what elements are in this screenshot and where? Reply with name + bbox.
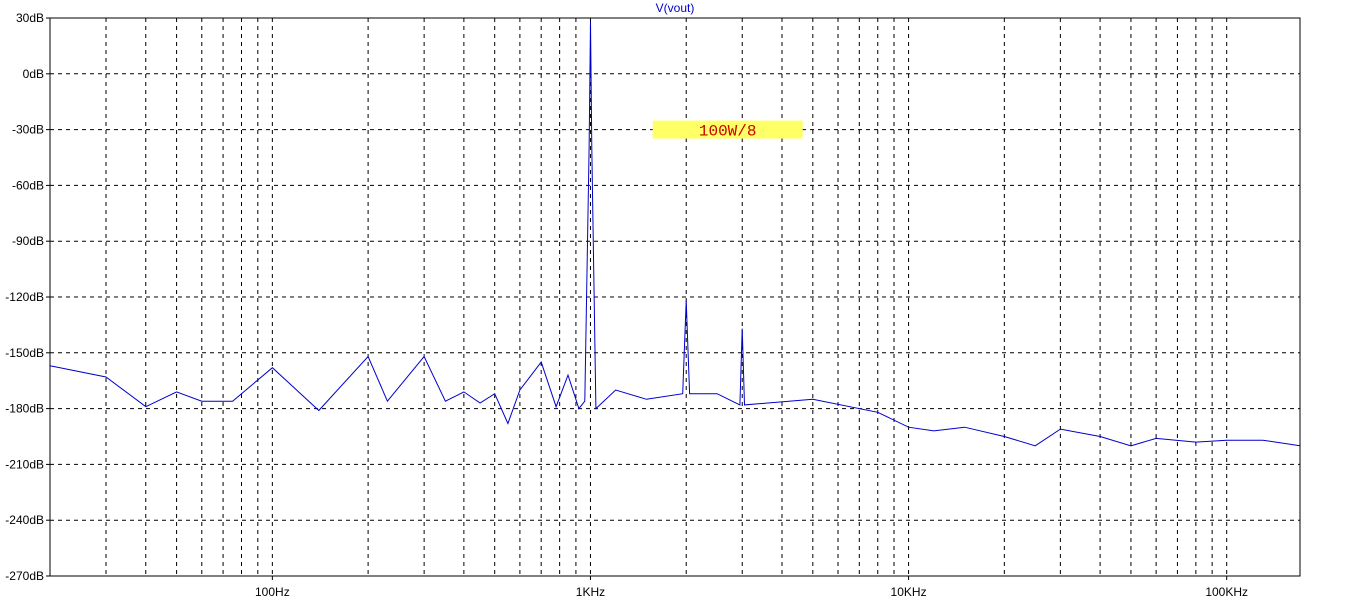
x-tick-label: 100Hz bbox=[255, 585, 290, 599]
y-tick-label: -240dB bbox=[5, 513, 44, 527]
annotation-label: 100W/8 bbox=[699, 123, 757, 141]
y-tick-label: -90dB bbox=[12, 234, 44, 248]
y-tick-label: -120dB bbox=[5, 290, 44, 304]
y-tick-label: -60dB bbox=[12, 178, 44, 192]
series-group bbox=[49, 21, 1301, 447]
x-tick-label: 10KHz bbox=[891, 585, 927, 599]
y-tick-label: 0dB bbox=[23, 67, 44, 81]
y-tick-label: -210dB bbox=[5, 457, 44, 471]
chart-title: V(vout) bbox=[656, 1, 695, 15]
series-line bbox=[49, 21, 1301, 447]
y-tick-label: -30dB bbox=[12, 123, 44, 137]
y-tick-label: 30dB bbox=[16, 11, 44, 25]
x-tick-label: 100KHz bbox=[1205, 585, 1248, 599]
y-tick-label: -270dB bbox=[5, 569, 44, 583]
annotation-box bbox=[652, 120, 803, 139]
x-tick-label: 1KHz bbox=[576, 585, 605, 599]
annotation-group: 100W/8 bbox=[652, 120, 803, 141]
x-axis-ticks: 100Hz 1KHz 10KHz 100KHz bbox=[255, 576, 1248, 599]
y-tick-label: -180dB bbox=[5, 402, 44, 416]
y-axis-ticks: 30dB 0dB -30dB -60dB -90dB -120dB -150dB -180dB… bbox=[5, 11, 50, 583]
y-tick-label: -150dB bbox=[5, 346, 44, 360]
